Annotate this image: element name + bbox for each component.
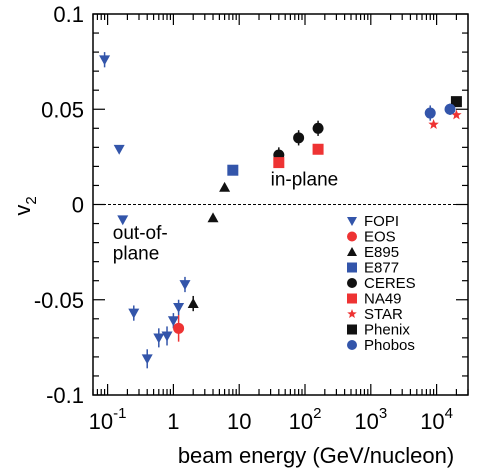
legend-marker-star (347, 309, 357, 319)
e877-point (227, 164, 239, 176)
y-tick-label: -0.1 (46, 383, 84, 408)
x-ticks: 10-1 1 10 102 103 104 (89, 14, 469, 434)
y-tick-label: 0.1 (53, 2, 84, 27)
legend-label: EOS (364, 229, 396, 246)
x-axis-title: beam energy (GeV/nucleon) (178, 443, 454, 468)
e895-point (219, 181, 231, 192)
phobos-point (444, 103, 456, 115)
data-points (99, 52, 462, 369)
annotation-label: plane (113, 244, 160, 265)
x-tick-label-exp: 3 (379, 405, 387, 422)
y-axis-title-base: v (10, 205, 35, 216)
y-axis-title-sub: 2 (23, 196, 40, 204)
x-tick-label: 10-1 (89, 405, 127, 434)
fopi-point (179, 280, 191, 291)
legend-label: Phobos (364, 337, 415, 354)
phenix-point (450, 96, 462, 108)
x-tick-label: 104 (420, 405, 453, 434)
legend-label: FOPI (364, 213, 399, 230)
star-point (451, 109, 462, 120)
legend-marker-eos (347, 231, 357, 242)
x-tick-label-base: 10 (354, 409, 378, 434)
annotations: in-plane out-of-plane (113, 169, 338, 264)
annotation-label: in-plane (271, 169, 339, 190)
legend-marker-phobos (347, 340, 357, 350)
ceres-point (312, 122, 324, 134)
x-tick-label: 102 (289, 405, 322, 434)
eos-point (173, 322, 185, 334)
fopi-point (99, 55, 111, 66)
e895-point (207, 212, 219, 223)
na49-point (312, 143, 324, 155)
e895-point (187, 298, 199, 308)
x-tick-label: 10 (227, 409, 251, 434)
fopi-point (173, 302, 185, 313)
x-tick-label: 1 (167, 409, 179, 434)
legend-marker-phenix (347, 324, 357, 335)
x-tick-label-base: 10 (89, 409, 113, 434)
x-tick-label-base: 10 (289, 409, 313, 434)
legend-label: Phenix (364, 322, 410, 339)
y-ticks: 0.1 0.05 0 -0.05 -0.1 (34, 2, 468, 408)
legend-marker-ceres (347, 278, 357, 288)
y-tick-label: 0.05 (41, 97, 84, 122)
legend-label: STAR (364, 306, 403, 323)
legend-label: E895 (364, 244, 399, 261)
x-tick-label-exp: 2 (313, 405, 321, 422)
y-tick-label: -0.05 (34, 288, 84, 313)
legend-marker-na49 (347, 293, 357, 304)
x-tick-label-exp: 4 (445, 405, 453, 422)
legend-label: NA49 (364, 291, 402, 308)
fopi-point (153, 333, 165, 344)
star-point (428, 118, 439, 129)
fopi-point (167, 316, 179, 327)
x-tick-label-base: 10 (227, 409, 251, 434)
phobos-point (424, 107, 436, 119)
x-tick-label-exp: -1 (113, 405, 126, 422)
y-axis-title: v2 (10, 196, 40, 215)
fopi-point (161, 331, 173, 342)
fopi-point (128, 308, 140, 319)
x-tick-label-base: 1 (167, 409, 179, 434)
x-tick-label-base: 10 (420, 409, 444, 434)
na49-point (273, 157, 285, 169)
legend-label: E877 (364, 260, 399, 277)
x-tick-label: 103 (354, 405, 387, 434)
ceres-point (293, 132, 305, 144)
legend-marker-e895 (347, 247, 357, 256)
legend-marker-fopi (347, 217, 357, 226)
y-tick-label: 0 (72, 193, 84, 218)
fopi-point (113, 144, 125, 155)
fopi-point (117, 215, 129, 226)
legend-marker-e877 (347, 262, 357, 273)
legend-label: CERES (364, 275, 416, 292)
annotation-label: out-of- (113, 223, 168, 244)
fopi-point (141, 354, 153, 365)
